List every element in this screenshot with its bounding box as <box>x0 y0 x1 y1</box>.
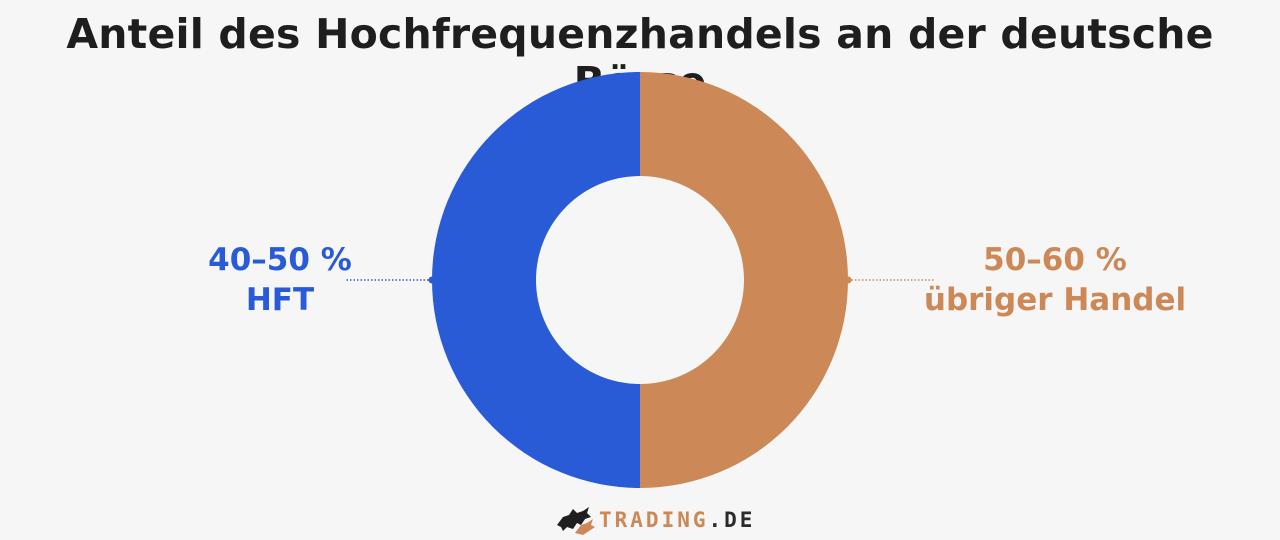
leader-line-hft-dot <box>428 276 436 284</box>
slice-name-hft: HFT <box>245 282 315 318</box>
brand-footer: TRADING.DE <box>555 500 755 540</box>
brand-tld: .DE <box>708 508 756 532</box>
brand-wordmark: TRADING.DE <box>599 508 755 532</box>
slice-name-other: übriger Handel <box>923 282 1187 318</box>
slice-hft <box>432 72 640 488</box>
bull-bear-logo-icon <box>557 507 595 535</box>
slice-value-other: 50–60 % <box>983 242 1127 278</box>
slice-label-other: 50–60 % übriger Handel <box>900 240 1210 320</box>
leader-line-other-dot <box>844 276 852 284</box>
slice-other <box>640 72 848 488</box>
brand-name: TRADING <box>599 508 709 532</box>
slice-value-hft: 40–50 % <box>208 242 352 278</box>
donut-chart <box>346 72 934 488</box>
slice-label-hft: 40–50 % HFT <box>180 240 380 320</box>
